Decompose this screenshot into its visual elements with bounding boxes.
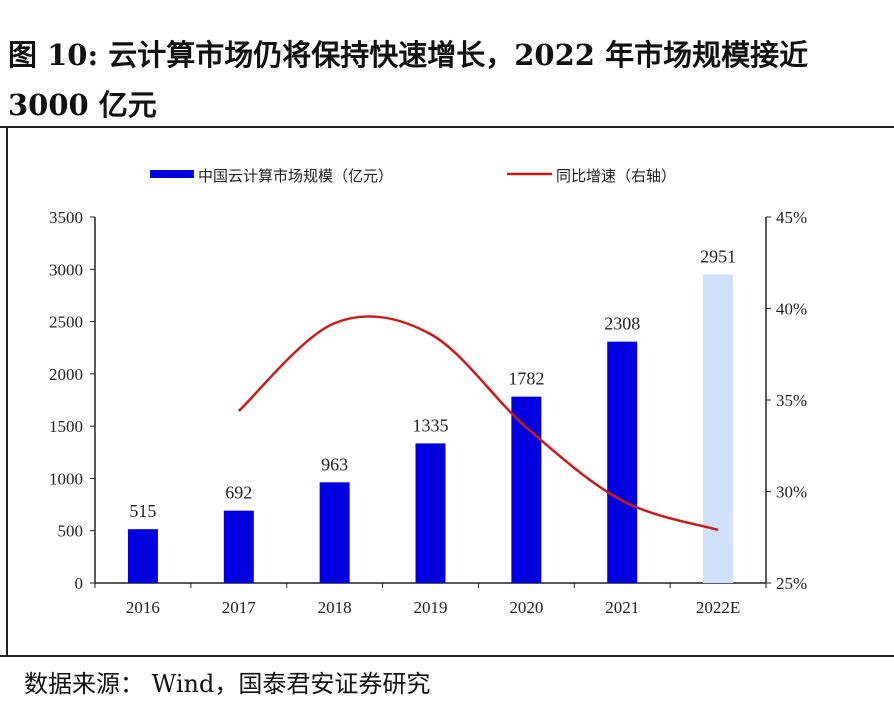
left-tick-label: 2500 <box>49 313 83 332</box>
data-label: 2308 <box>604 314 640 334</box>
left-tick-label: 1500 <box>49 417 83 436</box>
chart-title: 图 10: 云计算市场仍将保持快速增长，2022 年市场规模接近 3000 亿元 <box>8 38 809 122</box>
bar-2022E <box>703 274 734 583</box>
right-tick-label: 35% <box>776 391 807 410</box>
divider <box>0 655 894 657</box>
data-label: 1335 <box>413 415 449 435</box>
left-tick-label: 3500 <box>49 208 83 227</box>
x-tick-label: 2017 <box>222 598 257 617</box>
legend-line-label: 同比增速（右轴） <box>556 168 676 185</box>
x-tick-label: 2018 <box>318 598 352 617</box>
bar-2019 <box>415 443 446 583</box>
x-tick-label: 2022E <box>696 598 740 617</box>
bar-2020 <box>511 396 542 583</box>
x-tick-label: 2019 <box>414 598 448 617</box>
bar-2021 <box>607 341 638 583</box>
legend-bar-swatch <box>150 170 194 178</box>
divider <box>0 126 894 128</box>
divider <box>6 127 8 657</box>
growth-line <box>237 315 719 532</box>
left-tick-label: 2000 <box>49 365 83 384</box>
data-label: 692 <box>225 483 252 503</box>
x-tick-label: 2020 <box>509 598 543 617</box>
legend-bar-label: 中国云计算市场规模（亿元） <box>198 167 393 185</box>
left-tick-label: 1000 <box>49 469 83 488</box>
right-tick-label: 40% <box>776 300 807 319</box>
left-tick-label: 3000 <box>49 260 83 279</box>
x-tick-label: 2021 <box>605 598 639 617</box>
source-note: 数据来源： Wind，国泰君安证券研究 <box>24 670 431 698</box>
right-tick-label: 25% <box>776 574 807 593</box>
right-tick-label: 30% <box>776 483 807 502</box>
left-tick-label: 500 <box>58 522 84 541</box>
data-label: 515 <box>129 501 156 521</box>
data-label: 963 <box>321 454 348 474</box>
x-tick-label: 2016 <box>126 598 160 617</box>
right-tick-label: 45% <box>776 208 807 227</box>
left-tick-label: 0 <box>75 574 84 593</box>
bar-2018 <box>319 482 350 583</box>
data-label: 1782 <box>508 369 544 389</box>
data-label: 2951 <box>700 246 736 266</box>
bar-2017 <box>223 510 254 583</box>
bar-2016 <box>127 529 158 583</box>
